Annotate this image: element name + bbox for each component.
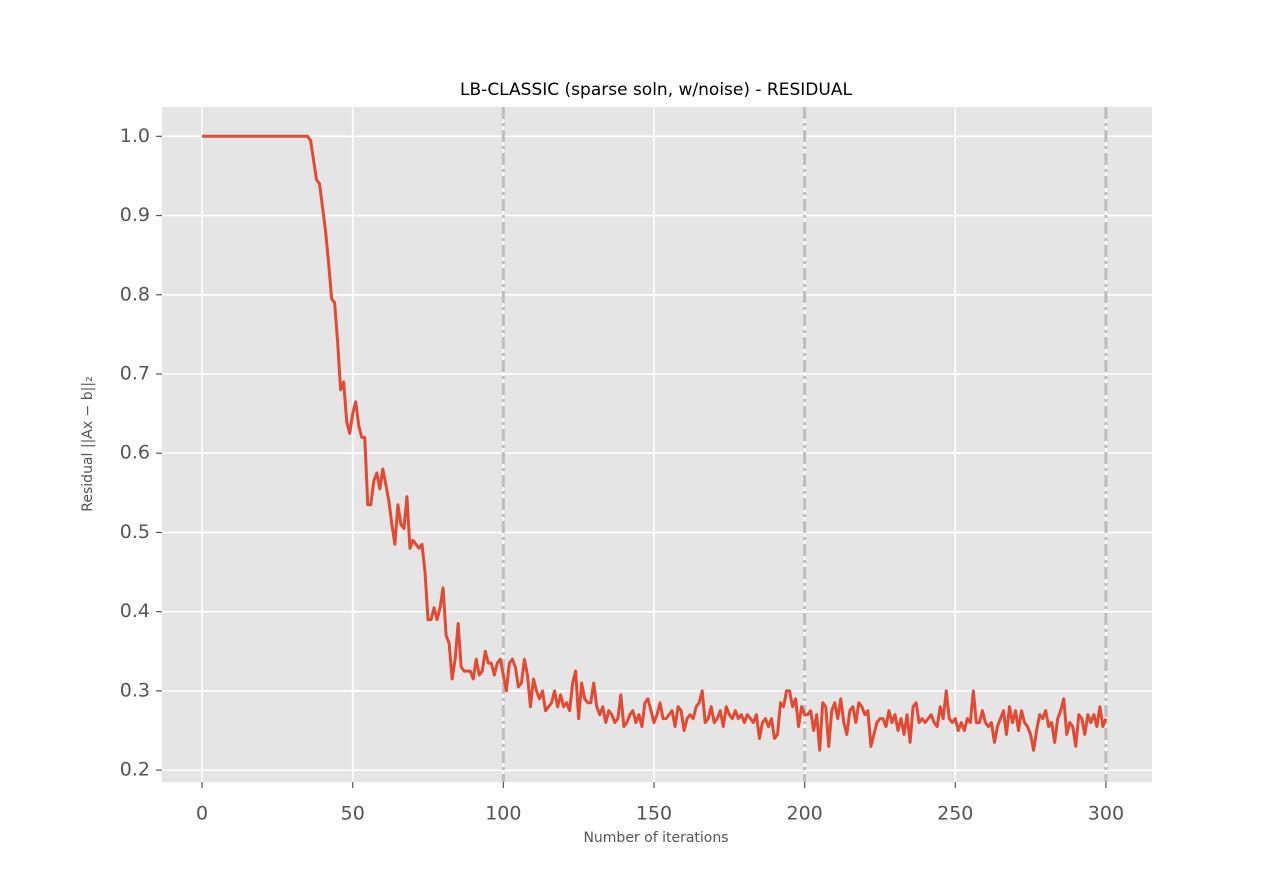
y-tick-label: 0.3 bbox=[120, 679, 150, 701]
plot-area bbox=[162, 107, 1152, 782]
x-tick-label: 300 bbox=[1088, 803, 1124, 825]
y-tick-label: 0.2 bbox=[120, 759, 150, 781]
x-tick-label: 250 bbox=[937, 803, 973, 825]
x-tick-label: 0 bbox=[196, 803, 208, 825]
x-tick-label: 50 bbox=[341, 803, 365, 825]
x-tick-label: 200 bbox=[786, 803, 822, 825]
residual-line bbox=[202, 134, 1108, 752]
chart-title: LB-CLASSIC (sparse soln, w/noise) - RESI… bbox=[460, 80, 852, 100]
y-axis-label: Residual ||Ax − b||₂ bbox=[80, 376, 96, 511]
y-tick-label: 0.6 bbox=[120, 442, 150, 464]
y-tick-label: 0.5 bbox=[120, 521, 150, 543]
y-tick-label: 0.4 bbox=[120, 600, 150, 622]
y-tick-label: 0.9 bbox=[120, 204, 150, 226]
x-tick-label: 150 bbox=[636, 803, 672, 825]
x-tick-label: 100 bbox=[485, 803, 521, 825]
y-tick-label: 0.7 bbox=[120, 362, 150, 384]
x-axis-label: Number of iterations bbox=[583, 830, 728, 846]
y-tick-label: 1.0 bbox=[120, 125, 150, 147]
y-tick-label: 0.8 bbox=[120, 283, 150, 305]
